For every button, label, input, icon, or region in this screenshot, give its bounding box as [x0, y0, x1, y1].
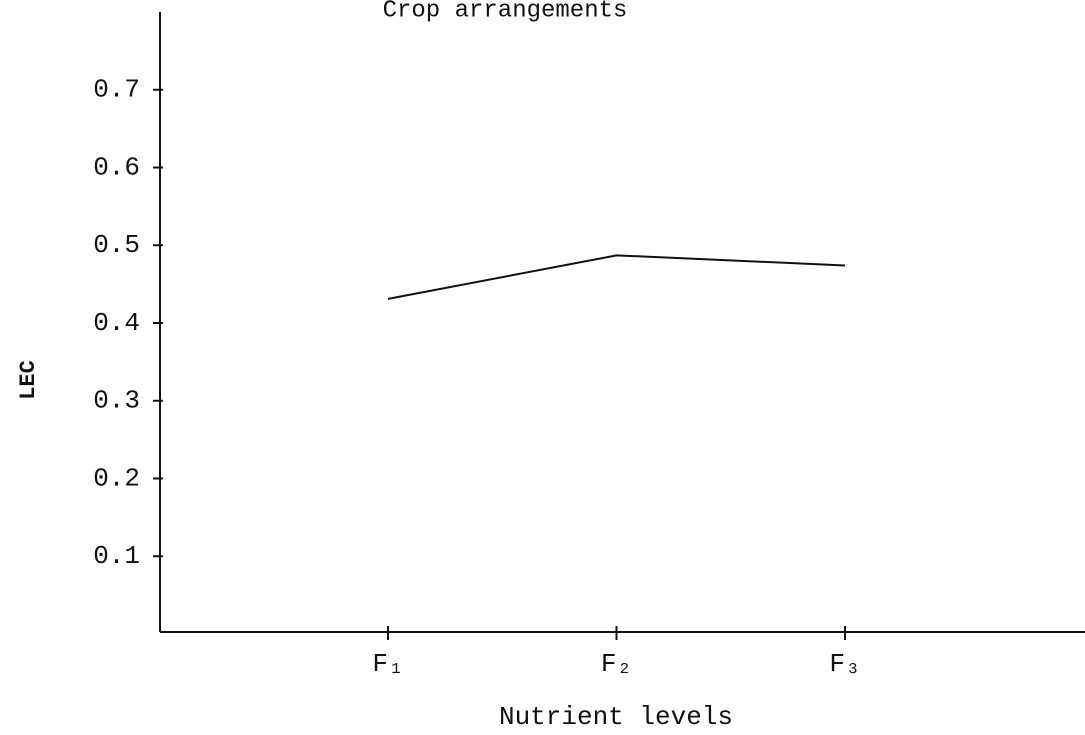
y-tick-label: 0.3	[93, 386, 140, 416]
y-tick-label: 0.2	[93, 463, 140, 493]
x-axis-label: Nutrient levels	[499, 702, 733, 732]
y-axis-label: LEC	[16, 360, 41, 400]
y-tick-label: 0.4	[93, 308, 140, 338]
y-tick-label: 0.1	[93, 541, 140, 571]
data-line	[387, 254, 846, 300]
x-tick-label: F₂	[601, 649, 632, 679]
y-tick-label: 0.6	[93, 152, 140, 182]
x-tick-label: F₁	[372, 649, 403, 679]
y-tick-label: 0.5	[93, 230, 140, 260]
y-tick-label: 0.7	[93, 75, 140, 105]
chart-title: Crop arrangements	[383, 0, 628, 24]
x-tick-label: F₃	[829, 649, 860, 679]
